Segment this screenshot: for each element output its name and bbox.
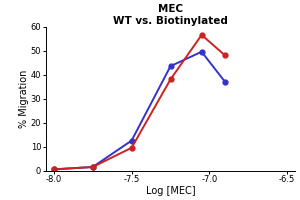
X-axis label: Log [MEC]: Log [MEC] xyxy=(146,186,195,196)
Y-axis label: % Migration: % Migration xyxy=(19,69,29,128)
Title: MEC
WT vs. Biotinylated: MEC WT vs. Biotinylated xyxy=(113,4,228,26)
